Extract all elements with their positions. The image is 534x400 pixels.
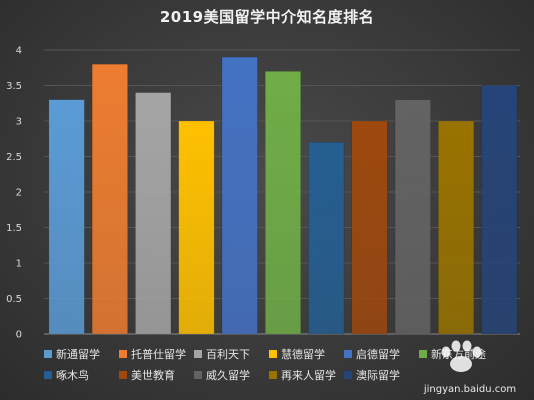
legend-swatch [419,350,427,358]
legend-swatch [44,371,52,379]
bar [394,99,431,335]
y-tick-label: 2.5 [6,152,22,163]
legend-label: 啄木鸟 [56,368,89,382]
bar [438,120,475,335]
legend-swatch [194,371,202,379]
legend-swatch [344,350,352,358]
legend-swatch [119,371,127,379]
watermark-text: jingyan.baidu.com [423,384,516,395]
y-tick-label: 0.5 [6,294,22,305]
legend-label: 启德留学 [356,347,400,361]
y-tick-label: 3.5 [6,81,22,92]
legend-label: 新通留学 [56,347,100,361]
y-tick-label: 1 [16,259,22,270]
chart-title: 2019美国留学中介知名度排名 [159,8,375,26]
legend-label: 慧德留学 [281,347,325,361]
y-tick-label: 4 [16,46,22,57]
bar [221,56,258,335]
legend-label: 美世教育 [131,368,175,382]
legend-label: 威久留学 [206,368,250,382]
y-tick-label: 0 [16,330,22,341]
legend-label: 托普仕留学 [131,347,186,361]
legend-swatch [269,371,277,379]
bar [481,85,518,335]
legend-label: 澳际留学 [356,368,400,382]
y-tick-label: 1.5 [6,223,22,234]
legend-swatch [269,350,277,358]
legend-label: 再来人留学 [281,368,336,382]
y-tick-label: 3 [16,117,22,128]
legend-label: 百利天下 [206,348,250,361]
legend-swatch [194,350,202,358]
legend-swatch [44,350,52,358]
bar [351,120,388,335]
legend-swatch [119,350,127,358]
watermark-logo [441,340,482,372]
bar [308,142,345,335]
bar [135,92,172,335]
y-tick-label: 2 [16,188,22,199]
bar [265,71,301,335]
bar [48,99,85,335]
bar [178,120,215,335]
legend-swatch [344,371,352,379]
bar [91,63,128,335]
